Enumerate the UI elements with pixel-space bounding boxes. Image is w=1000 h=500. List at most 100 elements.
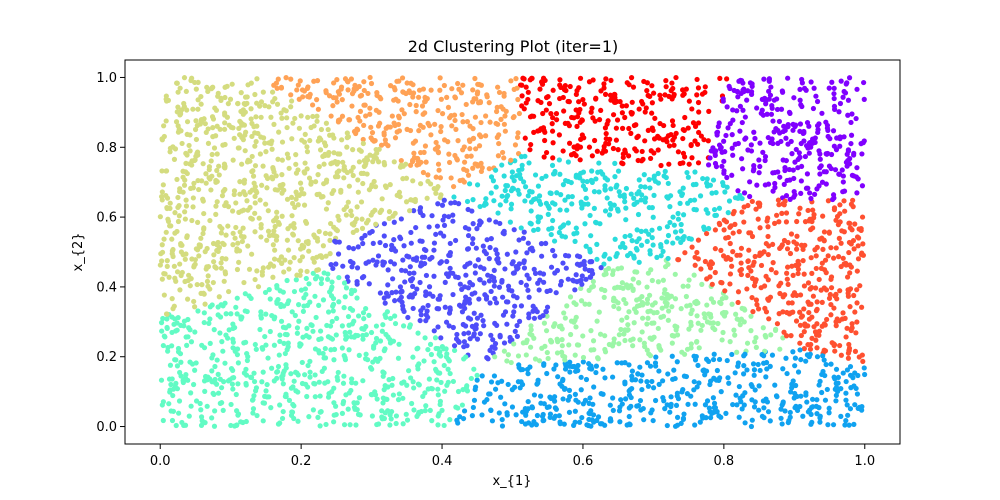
scatter-point — [168, 223, 174, 229]
scatter-point — [542, 137, 548, 144]
scatter-point — [387, 182, 393, 188]
scatter-point — [505, 352, 511, 358]
scatter-point — [360, 140, 366, 147]
scatter-point — [168, 381, 174, 388]
scatter-point — [806, 354, 812, 360]
scatter-point — [453, 126, 459, 132]
scatter-point — [551, 398, 558, 404]
scatter-point — [164, 263, 170, 269]
scatter-point — [732, 195, 739, 201]
scatter-point — [491, 267, 497, 274]
scatter-point — [230, 242, 236, 248]
scatter-point — [645, 315, 651, 321]
scatter-point — [494, 104, 500, 110]
scatter-point — [817, 171, 823, 177]
scatter-point — [451, 347, 458, 354]
scatter-point — [548, 264, 555, 270]
scatter-point — [543, 200, 549, 206]
scatter-point — [416, 128, 422, 134]
scatter-point — [610, 407, 616, 414]
scatter-point — [794, 218, 800, 225]
scatter-point — [762, 332, 768, 339]
scatter-point — [738, 271, 744, 278]
scatter-point — [339, 323, 345, 329]
scatter-point — [527, 364, 533, 370]
scatter-point — [316, 164, 322, 170]
scatter-point — [854, 300, 860, 306]
scatter-point — [411, 150, 417, 156]
scatter-point — [279, 172, 285, 178]
scatter-point — [382, 183, 389, 189]
scatter-point — [284, 196, 291, 202]
scatter-point — [420, 111, 426, 117]
scatter-point — [529, 404, 535, 410]
scatter-point — [216, 163, 222, 169]
scatter-point — [601, 294, 607, 300]
scatter-point — [694, 313, 700, 319]
scatter-point — [467, 181, 473, 187]
scatter-point — [254, 100, 260, 106]
scatter-point — [730, 152, 736, 158]
scatter-point — [567, 83, 573, 90]
scatter-point — [854, 234, 861, 240]
scatter-point — [577, 119, 583, 125]
scatter-point — [443, 319, 450, 325]
scatter-point — [495, 84, 501, 90]
scatter-point — [802, 153, 808, 160]
scatter-point — [304, 149, 311, 155]
scatter-point — [851, 421, 857, 427]
scatter-point — [337, 117, 343, 123]
scatter-point — [346, 117, 352, 123]
scatter-point — [317, 393, 323, 399]
scatter-point — [862, 371, 868, 378]
scatter-point — [393, 289, 399, 295]
scatter-point — [453, 237, 459, 244]
scatter-point — [669, 340, 675, 346]
scatter-point — [367, 230, 373, 236]
scatter-point — [505, 283, 512, 289]
scatter-point — [810, 105, 817, 112]
scatter-point — [783, 333, 790, 339]
scatter-point — [695, 85, 702, 91]
scatter-point — [230, 125, 236, 131]
scatter-point — [639, 148, 645, 155]
scatter-point — [614, 251, 620, 257]
scatter-point — [814, 98, 821, 105]
scatter-point — [294, 370, 300, 376]
scatter-point — [668, 394, 674, 400]
scatter-point — [445, 139, 451, 145]
scatter-point — [279, 115, 285, 121]
scatter-point — [477, 218, 483, 224]
scatter-point — [351, 318, 357, 324]
scatter-point — [464, 119, 471, 125]
scatter-point — [843, 378, 849, 385]
scatter-point — [795, 266, 802, 272]
scatter-point — [331, 400, 337, 406]
scatter-point — [491, 373, 498, 379]
scatter-point — [836, 235, 842, 241]
scatter-point — [724, 76, 730, 82]
scatter-point — [759, 107, 765, 113]
scatter-point — [293, 189, 299, 195]
scatter-point — [202, 249, 208, 255]
scatter-point — [675, 257, 682, 263]
scatter-point — [280, 408, 286, 415]
scatter-point — [527, 147, 533, 153]
scatter-point — [565, 159, 571, 165]
scatter-point — [699, 281, 705, 287]
scatter-point — [738, 90, 744, 97]
scatter-point — [550, 155, 556, 161]
scatter-point — [280, 381, 286, 387]
scatter-point — [730, 230, 736, 236]
scatter-point — [381, 370, 387, 376]
scatter-point — [683, 293, 689, 300]
scatter-point — [753, 206, 759, 212]
scatter-point — [584, 178, 590, 185]
scatter-point — [626, 153, 632, 159]
scatter-point — [831, 305, 837, 311]
scatter-point — [205, 283, 211, 289]
scatter-point — [574, 342, 581, 348]
scatter-point — [768, 111, 775, 117]
scatter-point — [447, 307, 453, 313]
